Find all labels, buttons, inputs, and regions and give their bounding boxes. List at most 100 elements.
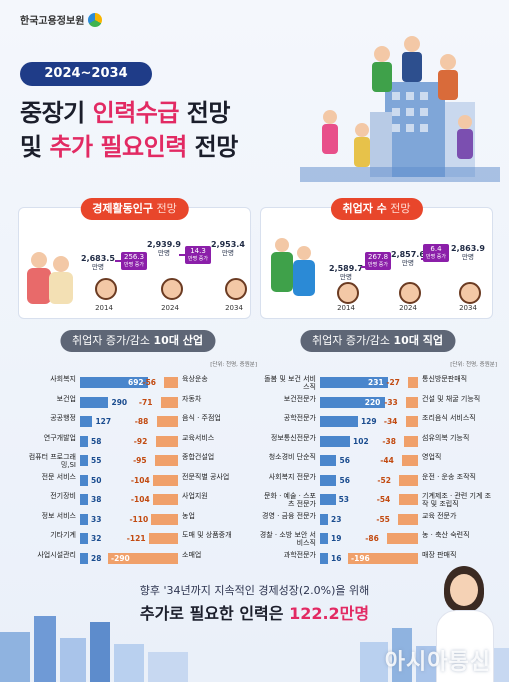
increase-value: 56 [339, 475, 350, 485]
presenter-illustration [430, 566, 500, 682]
table-row: 공학전문가 129 -34 조리음식 서비스직 [258, 413, 497, 430]
decrease-label: 기계제조 · 관련 기계 조작 및 조립직 [422, 492, 492, 508]
decrease-bar [398, 513, 418, 525]
increase-bar [320, 513, 328, 525]
year-label: 2024 [399, 304, 417, 312]
decrease-bar [348, 552, 418, 564]
decrease-bar [160, 396, 178, 408]
decrease-bar [155, 455, 178, 466]
increase-value: 256.3 [124, 253, 145, 261]
title-text: 전망 [178, 99, 231, 127]
footer-highlight: 122.2만명 [289, 604, 370, 623]
decrease-label: 농업 [182, 511, 195, 520]
value-2034: 2,863.9 만명 [451, 244, 485, 262]
increase-value: 56 [339, 456, 350, 465]
decrease-value: -55 [376, 514, 390, 524]
table-row: 경찰 · 소방 보안 서비스직 19 -86 농 · 축산 숙련직 [258, 530, 497, 547]
table-row: 공공행정 127 -88 음식 · 주점업 [18, 413, 257, 430]
increase-value: 23 [331, 514, 342, 524]
increase-value: 58 [91, 436, 102, 446]
decrease-bar [404, 435, 418, 447]
increase-bar [80, 474, 88, 486]
decrease-bar [108, 552, 178, 564]
increase-label: 보건업 [56, 394, 76, 403]
person-2024-icon [399, 282, 421, 304]
increase-value: 290 [111, 397, 128, 407]
increase-label: 컴퓨터 프로그래밍,SI [28, 453, 76, 469]
unit-note: [단위: 천명, 증원분] [210, 362, 257, 368]
increase-badge: 6.4 만명 증가 [423, 244, 449, 262]
value-unit: 만명 [157, 249, 170, 257]
decrease-value: -121 [126, 534, 146, 543]
table-row: 보건업 290 -71 자동차 [18, 394, 257, 411]
year-label: 2024 [161, 304, 179, 312]
increase-value: 50 [91, 475, 102, 485]
panel-title-sub: 전망 [152, 202, 177, 215]
panel-title-sub: 전망 [386, 202, 411, 215]
decrease-bar [152, 494, 178, 505]
value-2014-num: 2,683.5 [81, 254, 115, 263]
increase-bar [320, 377, 388, 388]
unit-note: [단위: 천명, 증원분] [450, 362, 497, 368]
value-2014: 2,589.7 만명 [329, 264, 363, 282]
increase-value: 33 [91, 514, 102, 524]
decrease-value: -92 [133, 436, 148, 446]
decrease-value: -104 [130, 495, 150, 504]
decrease-value: -34 [383, 417, 398, 426]
labor-force-panel: 경제활동인구 전망 2,683.5 만명 2,939.9 만명 2,953.4 만명 … [18, 198, 251, 319]
decrease-value: -44 [380, 456, 394, 465]
decrease-value: -38 [382, 436, 396, 446]
person-2034-icon [225, 278, 247, 300]
increase-value: 231 [368, 378, 384, 387]
footer-headline-text: 추가로 필요한 인력은 [139, 604, 290, 623]
increase-label: 전문 서비스 [41, 472, 76, 481]
value-2034: 2,953.4 만명 [211, 240, 245, 258]
decrease-bar [151, 513, 178, 525]
increase-bar [80, 513, 88, 525]
decrease-bar [402, 455, 418, 466]
decrease-value: -71 [138, 397, 153, 407]
title-text: 중장기 [20, 99, 93, 127]
increase-label: 경찰 · 소방 보안 서비스직 [259, 531, 316, 547]
decrease-label: 종합건설업 [182, 453, 215, 461]
employed-panel: 취업자 수 전망 2,589.7 만명 2,857.6 만명 2,863.9 만명 2… [260, 198, 493, 319]
decrease-value: -56 [142, 378, 157, 387]
table-row: 정보 서비스 33 -110 농업 [18, 511, 257, 528]
table-row: 경영 · 금융 전문가 23 -55 교육 전문가 [258, 511, 497, 528]
increase-label: 공공행정 [50, 414, 76, 422]
increase-value: 102 [353, 436, 369, 446]
table-row: 보건전문가 220 -33 건설 및 채굴 기능직 [258, 394, 497, 411]
table-row: 연구개발업 58 -92 교육서비스 [18, 433, 257, 450]
table-row: 사회복지 전문가 56 -52 운전 · 운송 조작직 [258, 472, 497, 489]
industry-title-pre: 취업자 증가/감소 [71, 334, 154, 347]
decrease-label: 사업지원 [182, 492, 208, 500]
decrease-label: 농 · 축산 숙련직 [422, 531, 470, 539]
panel-title: 경제활동인구 전망 [80, 198, 189, 220]
increase-label: 공학전문가 [283, 414, 316, 422]
panel-title: 취업자 수 전망 [330, 198, 423, 220]
decrease-bar [406, 396, 418, 408]
decrease-bar [387, 533, 418, 544]
increase-value: 129 [360, 417, 377, 426]
increase-value: 6.4 [430, 245, 442, 253]
industry-table: 취업자 증가/감소 10대 산업 [단위: 천명, 증원분] 사회복지 692 -5… [18, 330, 257, 575]
increase-bar [80, 455, 88, 466]
decrease-label: 교육서비스 [182, 433, 215, 442]
person-2024-icon [161, 278, 183, 300]
occupation-title-bold: 10대 직업 [393, 334, 444, 347]
table-row: 컴퓨터 프로그래밍,SI 55 -95 종합건설업 [18, 452, 257, 469]
decrease-value: -104 [130, 475, 150, 485]
increase-badge: 267.8 만명 증가 [365, 252, 392, 270]
decrease-label: 건설 및 채굴 기능직 [422, 394, 481, 403]
decrease-bar [399, 474, 418, 486]
person-2034-icon [459, 282, 481, 304]
increase-value: 32 [91, 534, 102, 543]
period-badge: 2024~2034 [20, 62, 152, 86]
decrease-bar [164, 377, 178, 388]
decrease-label: 조리음식 서비스직 [422, 414, 476, 422]
increase-bar [320, 552, 328, 564]
decrease-bar [398, 494, 418, 505]
value-2014-num: 2,589.7 [329, 264, 363, 273]
industry-title: 취업자 증가/감소 10대 산업 [59, 330, 216, 352]
